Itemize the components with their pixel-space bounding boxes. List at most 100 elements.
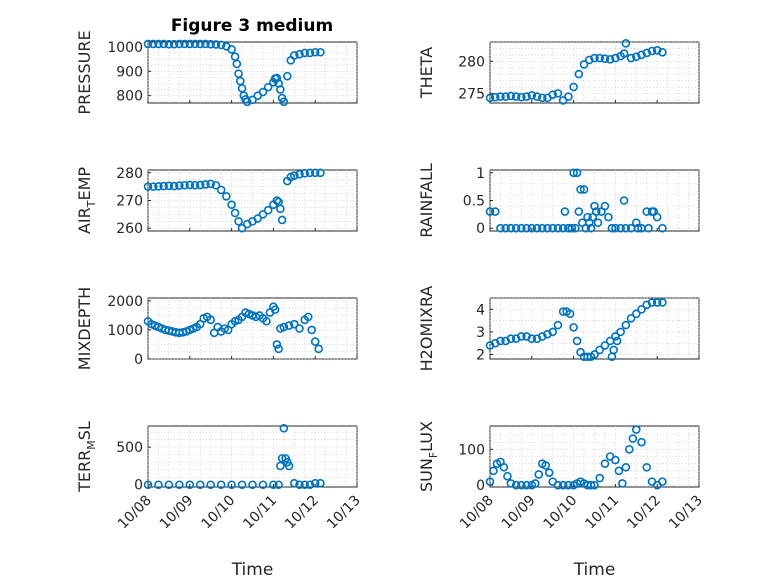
- y-tick-label: 0: [134, 352, 143, 368]
- data-point: [248, 95, 257, 105]
- data-point: [289, 319, 299, 329]
- data-point: [579, 185, 589, 194]
- data-point: [560, 207, 570, 216]
- data-point: [216, 480, 226, 490]
- data-point: [537, 223, 547, 233]
- y-axis-label: RAINFALL: [417, 163, 436, 238]
- data-point: [511, 480, 521, 490]
- y-tick-label: 0: [476, 221, 485, 237]
- data-point: [593, 218, 603, 227]
- data-point: [607, 223, 617, 233]
- data-point: [307, 325, 317, 335]
- subplot-theta: 275 280 THETA: [417, 38, 700, 105]
- data-point: [272, 196, 282, 205]
- data-point: [305, 480, 315, 490]
- data-point: [180, 180, 189, 190]
- data-point: [534, 470, 544, 479]
- data-point: [558, 480, 568, 490]
- data-point: [637, 304, 646, 314]
- y-tick-label: 2000: [107, 294, 143, 310]
- x-tick-label: 10/09: [157, 493, 197, 533]
- data-point: [485, 341, 495, 350]
- data-point: [595, 53, 605, 63]
- data-point: [190, 39, 200, 49]
- figure-title: Figure 3 medium: [171, 16, 333, 36]
- data-point: [631, 218, 641, 227]
- data-point: [175, 181, 184, 190]
- data-point: [637, 437, 646, 447]
- data-point: [496, 223, 505, 233]
- y-tick-label: 0: [134, 478, 143, 494]
- data-point: [642, 48, 652, 58]
- data-point: [310, 168, 320, 178]
- y-tick-label: 260: [116, 221, 143, 237]
- data-point: [532, 223, 542, 233]
- data-point: [263, 82, 273, 92]
- subplot-h2omixra: 2 3 4 H2OMIXRA: [417, 286, 700, 371]
- data-point: [631, 309, 641, 319]
- data-point: [211, 40, 221, 49]
- subplot-sun-flux: 10/08 10/09 10/10 10/11 10/12 10/13 0 100 SUNFLU…: [417, 421, 706, 580]
- data-point: [227, 200, 236, 209]
- data-point: [230, 208, 240, 218]
- data-point: [164, 480, 174, 490]
- data-point: [590, 201, 599, 211]
- x-tick-label: 10/10: [199, 493, 239, 533]
- data-point: [175, 39, 184, 49]
- data-point: [658, 223, 667, 233]
- data-point: [490, 207, 500, 216]
- y-tick-label: 1: [476, 166, 485, 182]
- data-point: [604, 212, 613, 222]
- y-tick-label: 900: [116, 64, 143, 80]
- data-point: [590, 53, 599, 63]
- data-point: [169, 181, 179, 191]
- data-point: [206, 179, 215, 189]
- data-point: [522, 92, 531, 101]
- data-point: [626, 314, 636, 323]
- x-axis-label: Time: [231, 560, 274, 580]
- data-point: [263, 205, 273, 215]
- data-point: [496, 336, 505, 346]
- data-point: [609, 345, 618, 355]
- data-point: [154, 39, 163, 49]
- data-point: [553, 320, 563, 330]
- data-point: [143, 39, 153, 49]
- data-point: [300, 48, 310, 58]
- data-point: [543, 223, 552, 233]
- data-point: [222, 192, 231, 201]
- x-tick-label: 10/11: [240, 493, 280, 533]
- data-point: [576, 185, 585, 194]
- data-point: [206, 39, 215, 49]
- data-point: [276, 461, 285, 471]
- data-point: [522, 480, 531, 490]
- data-point: [195, 39, 205, 49]
- y-axis-label: AIRTEMP: [75, 167, 98, 234]
- data-point: [642, 300, 652, 310]
- data-point: [274, 480, 283, 490]
- y-tick-label: 280: [458, 54, 485, 70]
- data-point: [558, 223, 568, 233]
- data-point: [658, 47, 667, 57]
- data-point: [631, 425, 641, 434]
- data-point: [489, 466, 498, 476]
- data-point: [295, 49, 304, 59]
- data-point: [258, 210, 268, 219]
- data-point: [584, 55, 594, 65]
- data-point: [569, 323, 578, 332]
- data-point: [270, 305, 280, 314]
- data-point: [569, 168, 578, 178]
- data-point: [284, 461, 294, 471]
- data-point: [637, 50, 646, 60]
- data-point: [590, 350, 599, 359]
- subplot-mixdepth: 0 1000 2000 MIXDEPTH: [75, 287, 358, 370]
- data-point: [185, 180, 195, 190]
- data-point: [517, 332, 526, 341]
- x-tick-label: 10/10: [541, 493, 581, 533]
- data-point: [300, 169, 310, 178]
- data-point: [295, 169, 304, 179]
- data-point: [169, 39, 179, 49]
- data-point: [185, 480, 195, 490]
- data-point: [633, 223, 643, 233]
- data-point: [490, 338, 500, 348]
